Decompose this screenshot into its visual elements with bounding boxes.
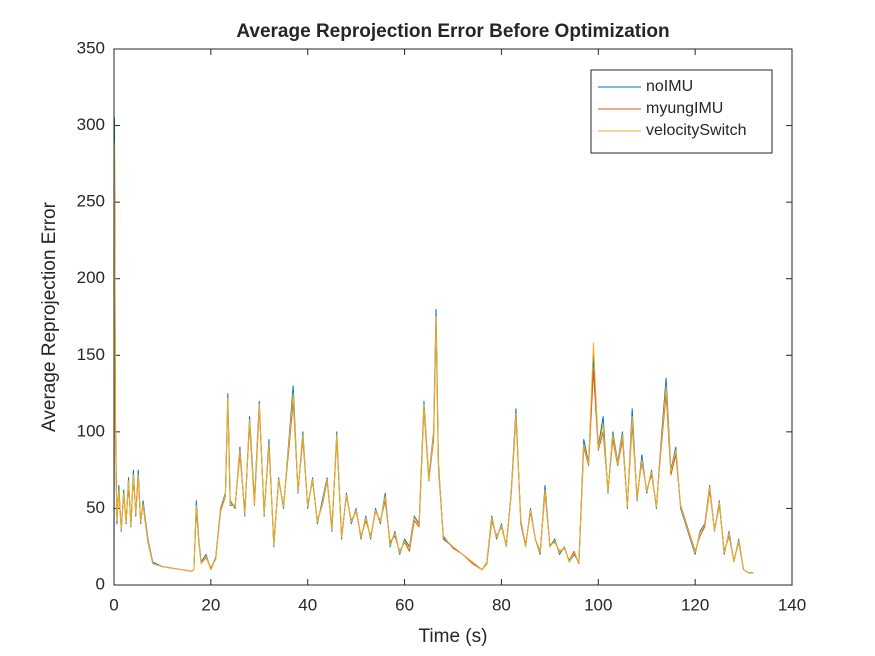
y-tick-label: 0 (96, 574, 105, 593)
legend-label: noIMU (646, 78, 693, 95)
x-tick-label: 20 (201, 595, 220, 614)
legend-label: velocitySwitch (646, 122, 746, 139)
x-tick-label: 0 (109, 595, 118, 614)
x-tick-label: 60 (395, 595, 414, 614)
x-tick-label: 120 (681, 595, 709, 614)
x-axis-label: Time (s) (419, 626, 488, 647)
y-tick-label: 300 (77, 115, 105, 134)
y-tick-label: 200 (77, 268, 105, 287)
x-tick-label: 140 (778, 595, 806, 614)
x-tick-label: 40 (298, 595, 317, 614)
y-tick-label: 50 (86, 498, 105, 517)
axes-box (113, 48, 793, 586)
chart-title: Average Reprojection Error Before Optimi… (236, 21, 669, 42)
x-tick-label: 80 (492, 595, 511, 614)
legend-label: myungIMU (646, 100, 723, 117)
y-tick-label: 350 (77, 38, 105, 57)
y-tick-label: 100 (77, 421, 105, 440)
series-line (113, 143, 754, 578)
x-tick-label: 100 (584, 595, 612, 614)
y-tick-label: 150 (77, 345, 105, 364)
y-tick-label: 250 (77, 192, 105, 211)
y-axis-label: Average Reprojection Error (39, 201, 60, 432)
legend-box (590, 69, 773, 154)
